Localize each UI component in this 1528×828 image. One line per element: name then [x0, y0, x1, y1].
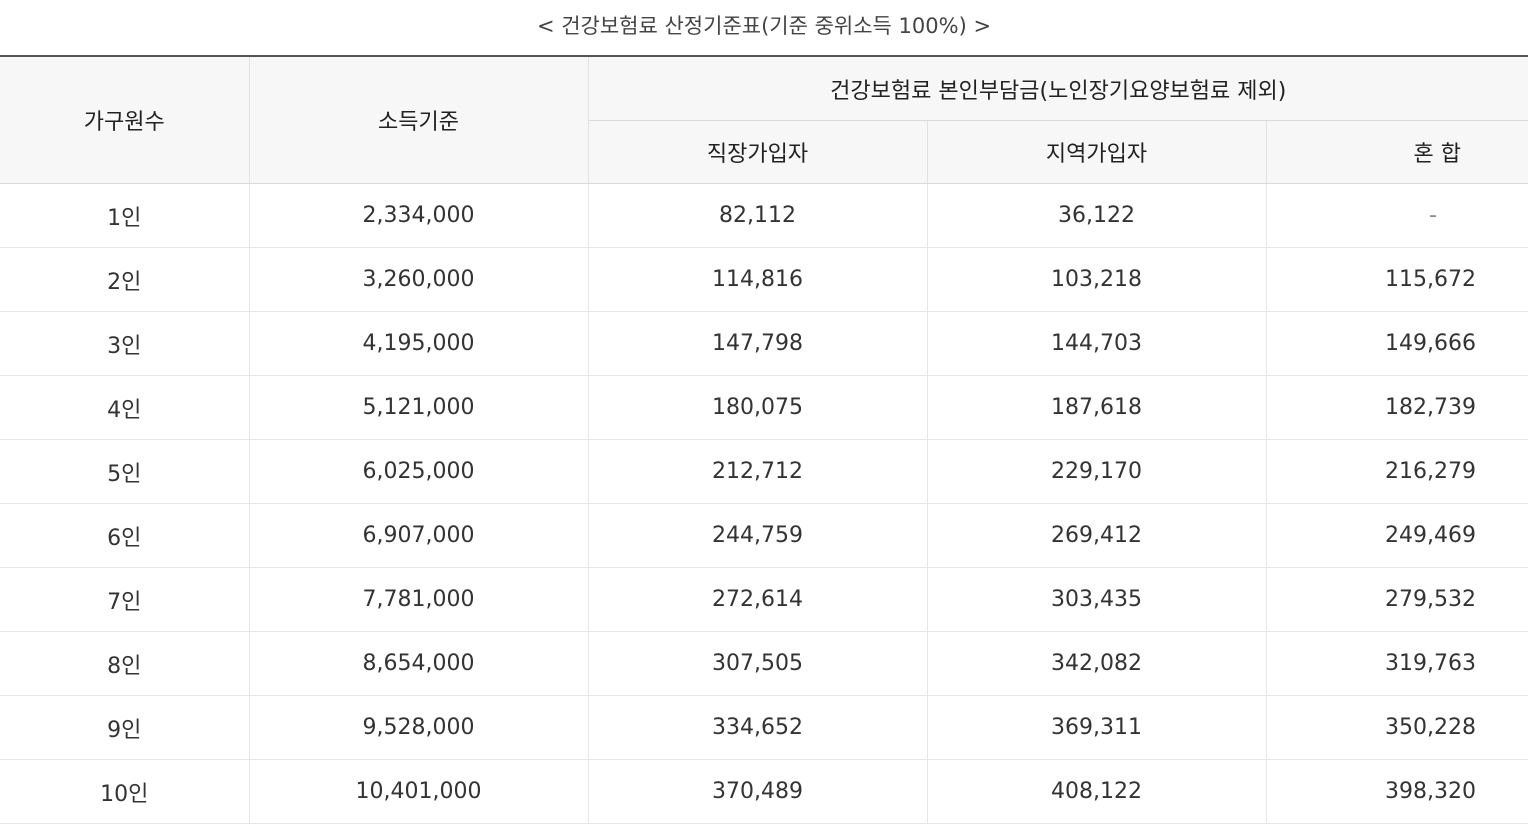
cell-mixed: 398,320 — [1266, 759, 1528, 824]
cell-workplace: 147,798 — [588, 311, 928, 376]
cell-mixed: 350,228 — [1266, 695, 1528, 760]
cell-regional: 342,082 — [927, 631, 1267, 696]
header-household-count: 가구원수 — [0, 56, 250, 184]
table-row: 6인 6,907,000 244,759 269,412 249,469 — [0, 503, 1528, 568]
header-workplace-subscriber: 직장가입자 — [588, 120, 928, 184]
cell-workplace: 370,489 — [588, 759, 928, 824]
table-row: 2인 3,260,000 114,816 103,218 115,672 — [0, 247, 1528, 312]
cell-workplace: 244,759 — [588, 503, 928, 568]
cell-workplace: 272,614 — [588, 567, 928, 632]
table-row: 9인 9,528,000 334,652 369,311 350,228 — [0, 695, 1528, 760]
cell-regional: 369,311 — [927, 695, 1267, 760]
cell-mixed: 319,763 — [1266, 631, 1528, 696]
cell-household: 3인 — [0, 311, 250, 376]
cell-income: 4,195,000 — [249, 311, 589, 376]
cell-income: 9,528,000 — [249, 695, 589, 760]
cell-regional: 36,122 — [927, 183, 1267, 248]
cell-household: 9인 — [0, 695, 250, 760]
cell-mixed: 182,739 — [1266, 375, 1528, 440]
cell-workplace: 180,075 — [588, 375, 928, 440]
cell-regional: 187,618 — [927, 375, 1267, 440]
cell-workplace: 307,505 — [588, 631, 928, 696]
cell-mixed: 279,532 — [1266, 567, 1528, 632]
cell-regional: 229,170 — [927, 439, 1267, 504]
cell-income: 6,025,000 — [249, 439, 589, 504]
cell-workplace: 212,712 — [588, 439, 928, 504]
cell-household: 5인 — [0, 439, 250, 504]
cell-regional: 269,412 — [927, 503, 1267, 568]
cell-income: 5,121,000 — [249, 375, 589, 440]
cell-workplace: 334,652 — [588, 695, 928, 760]
cell-income: 8,654,000 — [249, 631, 589, 696]
cell-household: 8인 — [0, 631, 250, 696]
table-row: 8인 8,654,000 307,505 342,082 319,763 — [0, 631, 1528, 696]
cell-income: 3,260,000 — [249, 247, 589, 312]
cell-mixed: 149,666 — [1266, 311, 1528, 376]
cell-mixed: 115,672 — [1266, 247, 1528, 312]
premium-standard-table: 가구원수 소득기준 건강보험료 본인부담금(노인장기요양보험료 제외) 직장가입… — [0, 55, 1528, 824]
table-row: 3인 4,195,000 147,798 144,703 149,666 — [0, 311, 1528, 376]
cell-regional: 303,435 — [927, 567, 1267, 632]
cell-regional: 408,122 — [927, 759, 1267, 824]
cell-mixed: - — [1266, 183, 1528, 248]
cell-income: 7,781,000 — [249, 567, 589, 632]
cell-workplace: 114,816 — [588, 247, 928, 312]
cell-income: 6,907,000 — [249, 503, 589, 568]
cell-household: 6인 — [0, 503, 250, 568]
cell-income: 10,401,000 — [249, 759, 589, 824]
table-row: 7인 7,781,000 272,614 303,435 279,532 — [0, 567, 1528, 632]
cell-household: 10인 — [0, 759, 250, 824]
cell-household: 1인 — [0, 183, 250, 248]
table-row: 4인 5,121,000 180,075 187,618 182,739 — [0, 375, 1528, 440]
cell-household: 4인 — [0, 375, 250, 440]
cell-regional: 103,218 — [927, 247, 1267, 312]
header-mixed: 혼 합 — [1266, 120, 1528, 184]
cell-workplace: 82,112 — [588, 183, 928, 248]
cell-mixed: 216,279 — [1266, 439, 1528, 504]
cell-income: 2,334,000 — [249, 183, 589, 248]
table-row: 5인 6,025,000 212,712 229,170 216,279 — [0, 439, 1528, 504]
header-premium-group: 건강보험료 본인부담금(노인장기요양보험료 제외) — [588, 56, 1528, 121]
header-regional-subscriber: 지역가입자 — [927, 120, 1267, 184]
cell-household: 2인 — [0, 247, 250, 312]
header-income-standard: 소득기준 — [249, 56, 589, 184]
table-row: 1인 2,334,000 82,112 36,122 - — [0, 183, 1528, 248]
table-caption: < 건강보험료 산정기준표(기준 중위소득 100%) > — [536, 14, 992, 38]
cell-household: 7인 — [0, 567, 250, 632]
table-row: 10인 10,401,000 370,489 408,122 398,320 — [0, 759, 1528, 824]
cell-regional: 144,703 — [927, 311, 1267, 376]
cell-mixed: 249,469 — [1266, 503, 1528, 568]
